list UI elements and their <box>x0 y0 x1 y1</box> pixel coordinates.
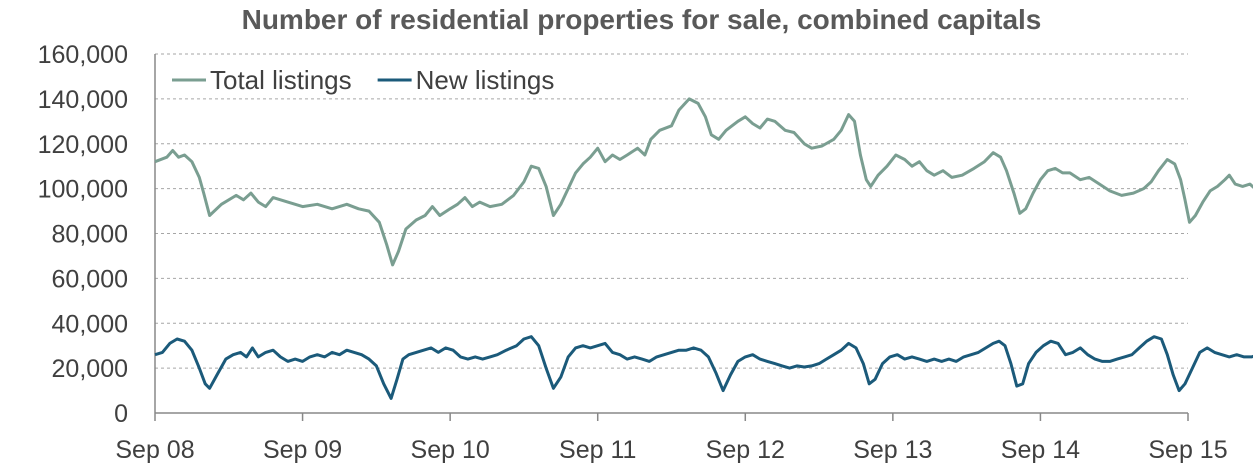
y-tick-label: 40,000 <box>52 310 128 338</box>
y-tick-label: 120,000 <box>38 131 128 159</box>
y-tick-labels: 0 20,000 40,000 60,000 80,000 100,000 120,000 1… <box>38 41 128 428</box>
legend: Total listings New listings <box>172 65 554 95</box>
y-tick-label: 140,000 <box>38 86 128 114</box>
x-tick-label: Sep 14 <box>1001 436 1080 464</box>
y-tick-label: 60,000 <box>52 265 128 293</box>
y-tick-label: 20,000 <box>52 355 128 383</box>
x-tick-label: Sep 13 <box>853 436 932 464</box>
y-tick-label: 80,000 <box>52 221 128 249</box>
x-tick-label: Sep 11 <box>559 436 636 464</box>
series-layer <box>154 97 1253 400</box>
x-tick-label: Sep 10 <box>411 436 490 464</box>
chart-title: Number of residential properties for sal… <box>241 4 1042 35</box>
legend-label: New listings <box>416 65 555 95</box>
x-tick-label: Sep 08 <box>115 436 194 464</box>
x-tick-label: Sep 12 <box>706 436 785 464</box>
gridlines <box>155 53 1188 369</box>
y-tick-label: 100,000 <box>38 176 128 204</box>
series-line-new-listings <box>154 335 1253 400</box>
legend-label: Total listings <box>210 65 352 95</box>
series-line-total-listings <box>154 97 1253 267</box>
y-tick-label: 160,000 <box>38 41 128 69</box>
x-tick-label: Sep 09 <box>263 436 342 464</box>
y-tick-label: 0 <box>114 400 128 428</box>
axes <box>154 54 1189 421</box>
x-tick-labels: Sep 08 Sep 09 Sep 10 Sep 11 Sep 12 Sep 13 Sep … <box>115 436 1227 464</box>
x-tick-label: Sep 15 <box>1148 436 1227 464</box>
